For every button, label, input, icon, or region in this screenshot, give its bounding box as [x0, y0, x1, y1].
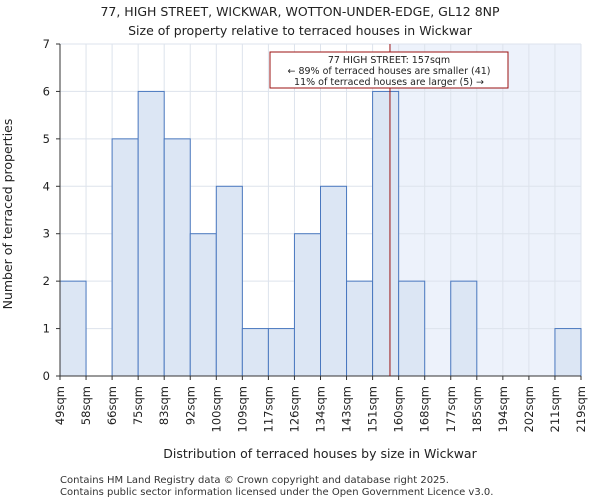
chart-title: 77, HIGH STREET, WICKWAR, WOTTON-UNDER-E… [100, 4, 500, 19]
bar-117sqm [267, 328, 295, 377]
y-tick-label: 5 [43, 132, 50, 146]
bar-126sqm [293, 233, 322, 377]
annotation-line-3: 11% of terraced houses are larger (5) → [294, 77, 484, 88]
bar-211sqm [554, 328, 582, 377]
annotation-box: 77 HIGH STREET: 157sqm ← 89% of terraced… [269, 51, 509, 89]
chart-subtitle: Size of property relative to terraced ho… [128, 23, 473, 38]
y-axis-label: Number of terraced properties [0, 119, 15, 310]
y-tick-label: 6 [43, 84, 50, 98]
y-tick-label: 1 [43, 322, 50, 336]
x-tick-label: 168sqm [418, 386, 432, 432]
annotation-line-2: ← 89% of terraced houses are smaller (41… [287, 66, 490, 77]
x-tick-label: 109sqm [235, 386, 249, 432]
bars [59, 90, 582, 377]
x-tick-label: 211sqm [548, 386, 562, 432]
bar-83sqm [163, 138, 191, 377]
x-tick-label: 66sqm [105, 386, 119, 425]
x-tick-label: 75sqm [131, 386, 145, 425]
bar-134sqm [320, 185, 348, 377]
y-tick-label: 2 [43, 274, 50, 288]
footer-line-2: Contains public sector information licen… [60, 487, 493, 498]
footer-line-1: Contains HM Land Registry data © Crown c… [60, 475, 449, 486]
bar-75sqm [137, 90, 165, 377]
x-tick-label: 177sqm [444, 386, 458, 432]
x-tick-label: 49sqm [53, 386, 67, 425]
x-tick-label: 143sqm [340, 386, 354, 432]
x-tick-label: 202sqm [522, 386, 536, 432]
x-tick-label: 151sqm [366, 386, 380, 432]
annotation-line-1: 77 HIGH STREET: 157sqm [328, 55, 450, 66]
x-tick-labels: 49sqm 58sqm 66sqm 75sqm 83sqm 92sqm 100sqm 109s… [53, 376, 588, 432]
x-tick-label: 185sqm [470, 386, 484, 432]
y-tick-label: 0 [43, 369, 50, 383]
bar-49sqm [59, 280, 87, 377]
bar-143sqm [346, 280, 374, 377]
y-tick-label: 4 [43, 179, 50, 193]
bar-109sqm [241, 328, 269, 377]
bar-100sqm [215, 185, 243, 377]
x-tick-label: 117sqm [261, 386, 275, 432]
x-tick-label: 160sqm [392, 386, 406, 432]
x-tick-label: 83sqm [157, 386, 171, 425]
bar-177sqm [450, 280, 478, 377]
bar-92sqm [189, 233, 217, 377]
x-tick-label: 194sqm [496, 386, 510, 432]
x-axis-label: Distribution of terraced houses by size … [163, 446, 477, 461]
annotation-border [269, 51, 509, 89]
bar-151sqm [372, 90, 400, 377]
y-tick-label: 7 [43, 37, 50, 51]
x-tick-label: 134sqm [314, 386, 328, 432]
x-tick-label: 219sqm [574, 386, 588, 432]
y-tick-label: 3 [43, 227, 50, 241]
x-tick-label: 92sqm [183, 386, 197, 425]
bar-66sqm [111, 138, 139, 377]
bar-160sqm [398, 280, 426, 377]
x-tick-label: 100sqm [209, 386, 223, 432]
y-tick-labels: 0 1 2 3 4 5 6 7 [43, 37, 60, 383]
x-tick-label: 126sqm [287, 386, 301, 432]
x-tick-label: 58sqm [79, 386, 93, 425]
